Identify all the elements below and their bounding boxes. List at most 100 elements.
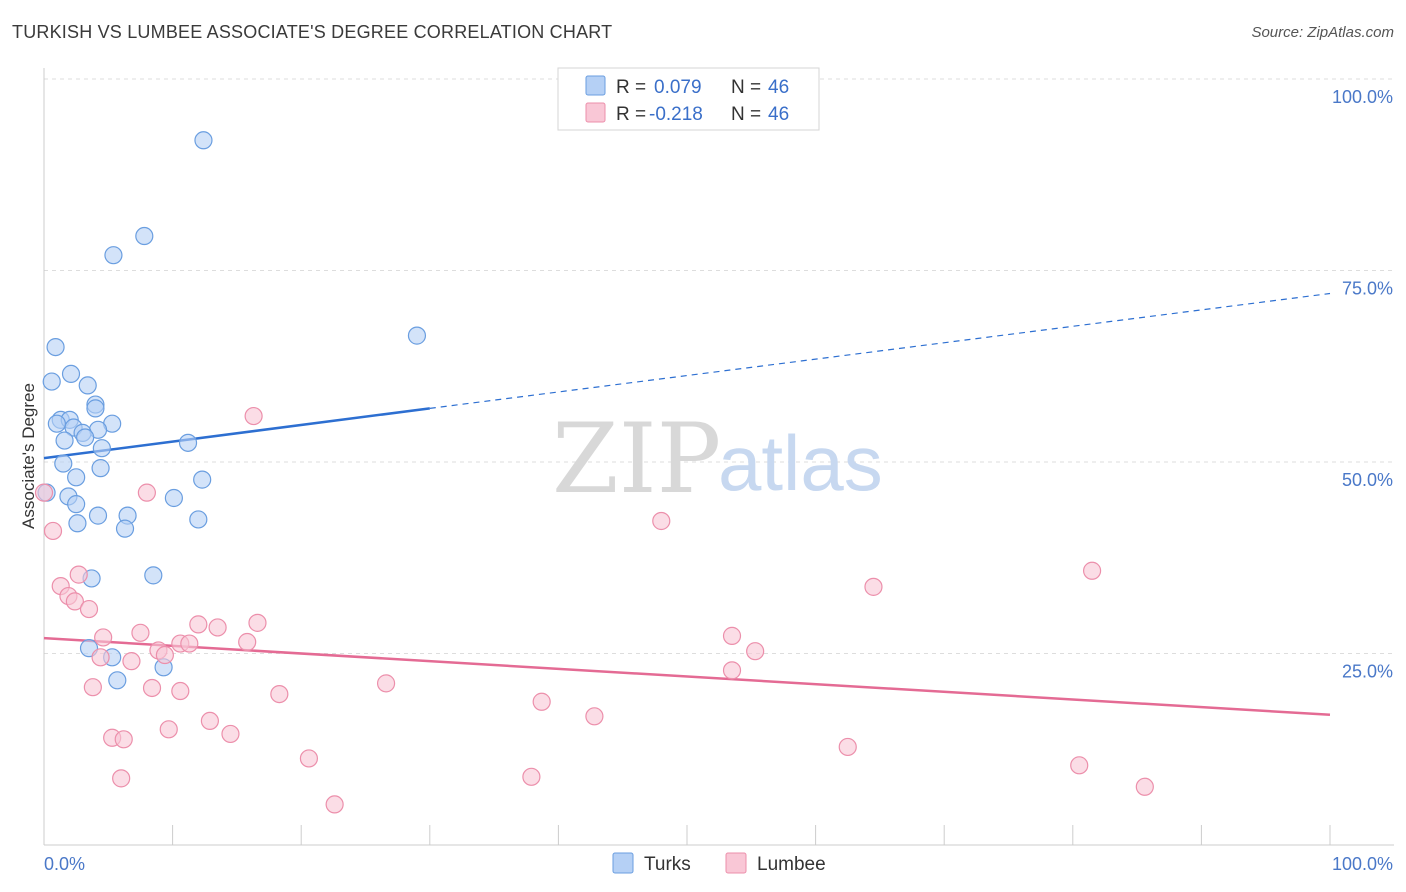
- lumbee-point-28[interactable]: [142, 678, 162, 698]
- lumbee-point-15[interactable]: [94, 628, 113, 647]
- turks-point-3[interactable]: [407, 326, 427, 345]
- legend-lumbee-r-value: -0.218: [649, 104, 703, 125]
- lumbee-points: [34, 406, 1154, 814]
- lumbee-point-29[interactable]: [171, 681, 190, 701]
- lumbee-point-0[interactable]: [244, 406, 263, 426]
- turks-point-23[interactable]: [67, 468, 86, 487]
- lumbee-trend-line: [43, 636, 1331, 717]
- legend-lumbee-n-value: 46: [768, 104, 789, 125]
- lumbee-point-30[interactable]: [270, 684, 289, 704]
- turks-point-22[interactable]: [91, 459, 110, 478]
- lumbee-point-27[interactable]: [83, 678, 102, 697]
- x-tick-labels: 0.0% 100.0%: [44, 854, 1393, 874]
- turks-point-1[interactable]: [135, 226, 154, 246]
- lumbee-point-2[interactable]: [652, 511, 671, 531]
- lumbee-point-1[interactable]: [137, 483, 156, 502]
- turks-point-0[interactable]: [194, 131, 213, 150]
- y-axis-label: Associate's Degree: [19, 383, 38, 529]
- axes: [43, 68, 1394, 846]
- legend-turks-n-value: 46: [768, 77, 789, 98]
- legend-turks-swatch: [585, 75, 606, 96]
- series-legend: Turks Lumbee: [612, 852, 826, 875]
- bottom-legend-turks-label[interactable]: Turks: [644, 854, 691, 875]
- turks-point-32[interactable]: [68, 514, 87, 533]
- turks-point-20[interactable]: [92, 439, 111, 458]
- turks-point-28[interactable]: [67, 495, 86, 514]
- turks-point-24[interactable]: [193, 470, 212, 489]
- turks-point-18[interactable]: [55, 431, 74, 450]
- turks-point-35[interactable]: [144, 566, 163, 585]
- lumbee-point-37[interactable]: [114, 730, 133, 749]
- lumbee-point-33[interactable]: [200, 711, 219, 731]
- lumbee-point-23[interactable]: [91, 648, 110, 667]
- lumbee-point-12[interactable]: [189, 615, 208, 634]
- chart-title: TURKISH VS LUMBEE ASSOCIATE'S DEGREE COR…: [12, 22, 613, 42]
- x-tick-label-max: 100.0%: [1332, 854, 1393, 874]
- turks-point-21[interactable]: [54, 454, 73, 473]
- lumbee-point-31[interactable]: [532, 692, 551, 711]
- turks-point-5[interactable]: [61, 364, 81, 384]
- y-tick-label-25: 25.0%: [1342, 662, 1393, 682]
- turks-point-33[interactable]: [115, 519, 135, 538]
- turks-point-7[interactable]: [78, 376, 97, 395]
- legend-turks-r-label: R =: [616, 77, 646, 98]
- turks-point-6[interactable]: [42, 372, 61, 391]
- legend-lumbee-r-label: R =: [616, 104, 646, 125]
- lumbee-point-22[interactable]: [746, 642, 765, 661]
- watermark-zip: ZIP: [552, 403, 721, 515]
- correlation-legend: R = 0.079 N = 46 R = -0.218 N = 46: [557, 67, 820, 131]
- y-tick-label-75: 75.0%: [1342, 279, 1393, 299]
- lumbee-point-21[interactable]: [155, 645, 174, 665]
- lumbee-point-39[interactable]: [299, 749, 319, 768]
- lumbee-point-10[interactable]: [79, 599, 99, 619]
- lumbee-point-9[interactable]: [65, 592, 84, 611]
- turks-point-9[interactable]: [86, 399, 105, 418]
- turks-trend-extension: [429, 292, 1331, 409]
- lumbee-point-4[interactable]: [1082, 561, 1102, 580]
- watermark: ZIP atlas: [552, 403, 883, 515]
- lumbee-point-38[interactable]: [838, 737, 857, 757]
- turks-point-4[interactable]: [46, 338, 65, 357]
- y-tick-labels: 25.0% 50.0% 75.0% 100.0%: [1332, 87, 1393, 682]
- lumbee-point-40[interactable]: [1070, 756, 1089, 775]
- y-tick-label-100: 100.0%: [1332, 87, 1393, 107]
- turks-point-2[interactable]: [104, 246, 123, 265]
- lumbee-point-3[interactable]: [43, 521, 63, 541]
- lumbee-point-35[interactable]: [221, 724, 240, 744]
- lumbee-point-18[interactable]: [180, 634, 199, 653]
- lumbee-point-26[interactable]: [376, 674, 396, 693]
- lumbee-point-14[interactable]: [131, 623, 150, 642]
- y-tick-label-50: 50.0%: [1342, 470, 1393, 490]
- turks-point-19[interactable]: [178, 433, 198, 452]
- lumbee-point-16[interactable]: [722, 626, 742, 645]
- turks-point-17[interactable]: [76, 428, 95, 447]
- lumbee-point-44[interactable]: [325, 795, 344, 814]
- turks-point-39[interactable]: [108, 671, 127, 690]
- lumbee-point-13[interactable]: [208, 618, 227, 637]
- source-label: Source: ZipAtlas.com: [1251, 24, 1394, 41]
- lumbee-point-25[interactable]: [722, 661, 742, 680]
- legend-turks-n-label: N =: [731, 77, 761, 98]
- lumbee-point-24[interactable]: [122, 652, 141, 671]
- bottom-legend-lumbee-swatch[interactable]: [725, 852, 747, 874]
- watermark-atlas: atlas: [718, 419, 883, 507]
- lumbee-point-11[interactable]: [248, 613, 267, 632]
- turks-point-27[interactable]: [164, 488, 183, 508]
- lumbee-point-32[interactable]: [585, 707, 604, 726]
- lumbee-point-45[interactable]: [34, 483, 54, 502]
- legend-lumbee-n-label: N =: [731, 104, 761, 125]
- lumbee-point-42[interactable]: [522, 767, 541, 786]
- bottom-legend-turks-swatch[interactable]: [612, 852, 634, 874]
- legend-lumbee-swatch: [585, 102, 606, 123]
- lumbee-point-43[interactable]: [1135, 777, 1154, 796]
- lumbee-point-41[interactable]: [112, 769, 131, 788]
- turks-point-12[interactable]: [47, 414, 66, 433]
- lumbee-point-19[interactable]: [238, 632, 257, 652]
- turks-point-29[interactable]: [88, 506, 108, 525]
- bottom-legend-lumbee-label[interactable]: Lumbee: [757, 854, 826, 875]
- turks-point-31[interactable]: [189, 510, 208, 529]
- lumbee-point-34[interactable]: [159, 720, 178, 739]
- lumbee-point-7[interactable]: [864, 577, 883, 596]
- lumbee-point-5[interactable]: [69, 565, 88, 584]
